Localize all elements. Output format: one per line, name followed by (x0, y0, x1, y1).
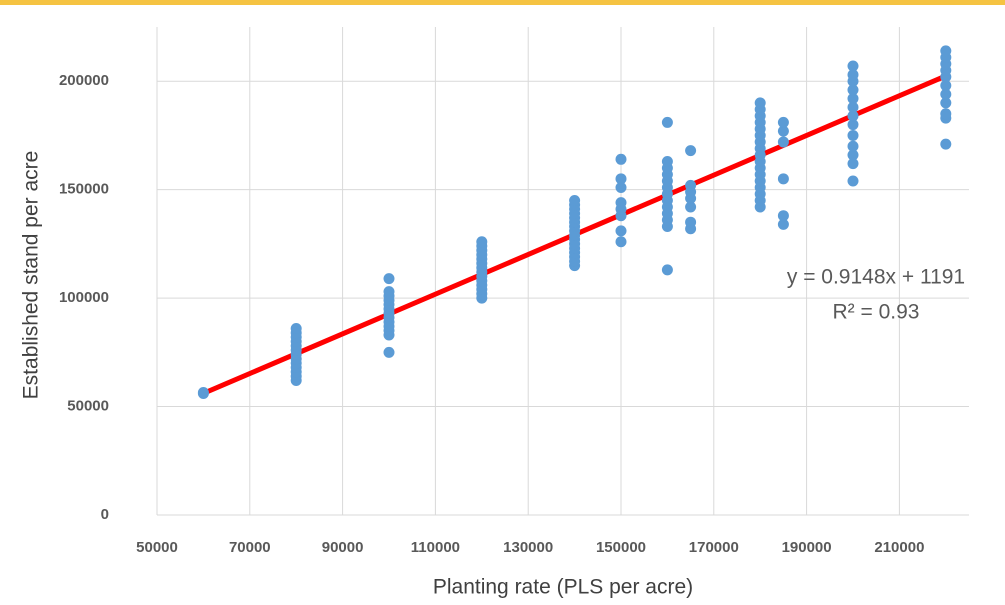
point (615, 225, 627, 237)
x-tick-label: 210000 (874, 539, 924, 556)
point (940, 45, 952, 57)
point (685, 179, 697, 191)
point (290, 322, 302, 334)
point (847, 93, 859, 105)
point (615, 153, 627, 165)
y-tick-label: 200000 (59, 72, 109, 89)
point (777, 173, 789, 185)
point (940, 80, 952, 92)
point (777, 218, 789, 230)
y-axis-title: Established stand per acre (20, 151, 43, 400)
x-tick-label: 110000 (411, 539, 460, 556)
point (847, 140, 859, 152)
point (661, 264, 673, 276)
point (383, 273, 395, 285)
point (847, 175, 859, 187)
point (685, 145, 697, 157)
point (847, 60, 859, 72)
x-tick-label: 150000 (596, 539, 646, 556)
point (847, 149, 859, 161)
point (615, 181, 627, 193)
top-bar (0, 0, 1005, 5)
point (685, 216, 697, 228)
point (383, 286, 395, 298)
point (940, 138, 952, 150)
x-tick-label: 190000 (782, 539, 832, 556)
point (777, 125, 789, 137)
point (940, 108, 952, 120)
point (661, 155, 673, 167)
point (661, 116, 673, 128)
point (847, 110, 859, 122)
point (777, 116, 789, 128)
point (569, 195, 581, 207)
point (847, 84, 859, 96)
trend-equation: y = 0.9148x + 1191 (787, 266, 965, 289)
point (685, 201, 697, 213)
point (777, 210, 789, 222)
point (940, 97, 952, 109)
point (615, 197, 627, 209)
point (940, 88, 952, 100)
point (777, 136, 789, 148)
y-tick-label: 0 (101, 506, 109, 523)
x-tick-label: 170000 (689, 539, 739, 556)
point (847, 129, 859, 141)
point (754, 97, 766, 109)
point (847, 119, 859, 131)
y-tick-label: 100000 (59, 289, 109, 306)
x-axis-title: Planting rate (PLS per acre) (433, 576, 693, 599)
point (476, 236, 488, 248)
x-tick-label: 130000 (503, 539, 553, 556)
point (615, 173, 627, 185)
x-tick-label: 90000 (322, 539, 364, 556)
y-tick-label: 150000 (59, 181, 109, 198)
point (615, 236, 627, 248)
x-tick-label: 70000 (229, 539, 271, 556)
point (383, 346, 395, 358)
x-tick-label: 50000 (136, 539, 178, 556)
point (847, 158, 859, 170)
trend-r2: R² = 0.93 (833, 301, 920, 324)
y-tick-label: 50000 (67, 398, 109, 415)
point (847, 69, 859, 81)
point (847, 101, 859, 113)
point (197, 386, 209, 398)
